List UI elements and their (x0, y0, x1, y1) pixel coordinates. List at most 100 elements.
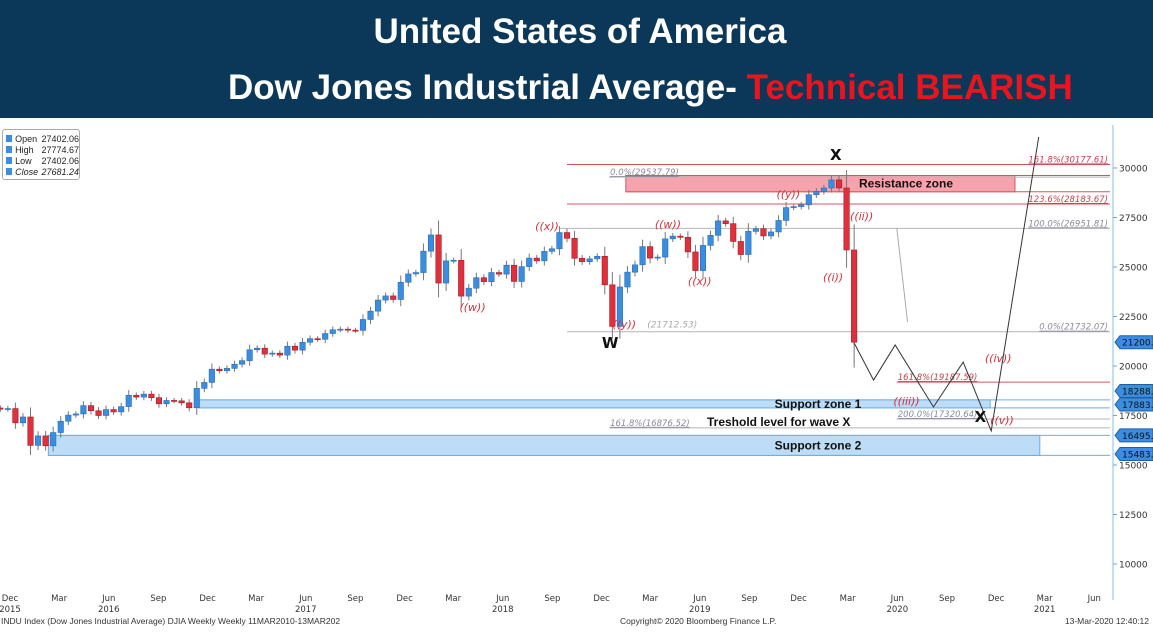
x-tick-label: Dec (790, 594, 807, 604)
price-tag-label: 21200.62 (1122, 339, 1153, 349)
candle-up (767, 231, 775, 237)
x-tick-label: Mar (445, 594, 462, 604)
candle-up (662, 238, 669, 258)
zone-label: Support zone 2 (775, 438, 862, 452)
x-year-label: 2020 (886, 605, 908, 615)
price-tag (1114, 384, 1153, 398)
price-tag-label: 17883.56 (1122, 401, 1153, 411)
candle-down (178, 400, 185, 404)
candle-up (322, 333, 329, 340)
candle-up (465, 287, 472, 297)
price-tag (1114, 428, 1153, 443)
fib-label: 161.8%(19187.59) (898, 373, 978, 383)
candle-up (473, 277, 480, 289)
x-year-label: 2016 (98, 605, 120, 615)
x-tick-label: Sep (150, 594, 166, 604)
fib-label: 123.6%(28183.67) (1028, 195, 1108, 205)
candle-up (246, 349, 253, 361)
candle-down (609, 284, 616, 327)
page-subtitle: Dow Jones Industrial Average- Technical … (228, 68, 1073, 108)
candle-down (291, 345, 299, 351)
candle-up (624, 271, 631, 288)
x-tick-label: Jun (298, 594, 312, 604)
x-tick-label: Mar (642, 594, 659, 604)
candle-up (103, 409, 110, 416)
candle-down (571, 237, 578, 259)
legend-swatch (6, 168, 13, 175)
support-zone (47, 434, 1041, 456)
x-tick-label: Sep (939, 594, 955, 604)
candle-down (261, 347, 268, 355)
legend-key: High (15, 144, 34, 155)
x-tick-label: Sep (741, 594, 757, 604)
wave-label: ((iii)) (893, 395, 919, 408)
price-tag (1114, 397, 1153, 412)
candle-up (775, 220, 782, 233)
y-tick-label: 10000 (1119, 561, 1148, 571)
y-tick-label: 17500 (1119, 412, 1148, 422)
x-tick-label: Mar (248, 594, 265, 604)
candle-up (715, 220, 722, 236)
candle-up (790, 206, 797, 208)
candle-up (231, 363, 238, 369)
candle-down (435, 234, 442, 284)
resistance-zone (625, 175, 1016, 193)
candle-up (65, 414, 72, 422)
footer-security: INDU Index (Dow Jones Industrial Average… (1, 616, 341, 626)
x-year-label: 2015 (0, 605, 21, 615)
candle-down (87, 405, 95, 412)
price-tag (1114, 447, 1153, 461)
fib-label: 200.0%(17320.64) (898, 410, 978, 420)
fib-label: 0.0%(29537.79) (610, 168, 679, 178)
candle-up (783, 207, 790, 221)
candle-up (223, 368, 231, 372)
candle-up (450, 259, 457, 262)
projection-path (853, 136, 1040, 433)
candle-down (851, 249, 858, 343)
candle-up (254, 347, 261, 351)
candle-down (495, 272, 503, 275)
candle-down (133, 395, 140, 398)
legend-key: Low (15, 155, 32, 166)
candle-down (110, 409, 117, 413)
candle-up (798, 204, 805, 207)
legend-value: 27402.06 (41, 133, 79, 144)
candle-up (639, 246, 646, 266)
x-year-label: 2018 (492, 605, 514, 615)
candle-down (148, 393, 155, 398)
x-year-label: 2019 (689, 605, 711, 615)
wave-label: ((w)) (459, 301, 485, 314)
candle-up (405, 273, 412, 283)
candle-up (72, 413, 79, 416)
legend-open: Open 27402.06 (3, 133, 79, 144)
candle-up (420, 250, 427, 273)
candle-up (443, 260, 450, 284)
x-tick-label: Jun (692, 594, 706, 604)
candle-up (193, 388, 200, 409)
candle-up (526, 257, 533, 267)
candle-up (541, 251, 548, 262)
candle-up (412, 272, 419, 275)
candle-up (631, 264, 639, 273)
ohlc-legend: Open 27402.06 High 27774.67 Low 27402.06 Cl… (2, 129, 80, 180)
candle-up (4, 408, 11, 410)
page-title: United States of America (373, 12, 787, 51)
candle-up (548, 248, 555, 252)
legend-swatch (6, 146, 13, 153)
candle-down (692, 251, 699, 271)
candle-up (19, 416, 27, 424)
candle-up (201, 382, 208, 389)
candle-up (488, 272, 495, 282)
candle-up (752, 228, 759, 232)
candle-down (677, 235, 684, 238)
threshold-label: Treshold level for wave X (707, 415, 850, 429)
candle-up (118, 406, 125, 413)
candle-down (835, 179, 843, 189)
candle-up (556, 232, 563, 250)
candle-down (314, 338, 321, 340)
legend-key: Open (15, 133, 38, 144)
wave-label: W (602, 334, 619, 352)
candle-up (80, 405, 87, 415)
candle-up (284, 345, 291, 356)
